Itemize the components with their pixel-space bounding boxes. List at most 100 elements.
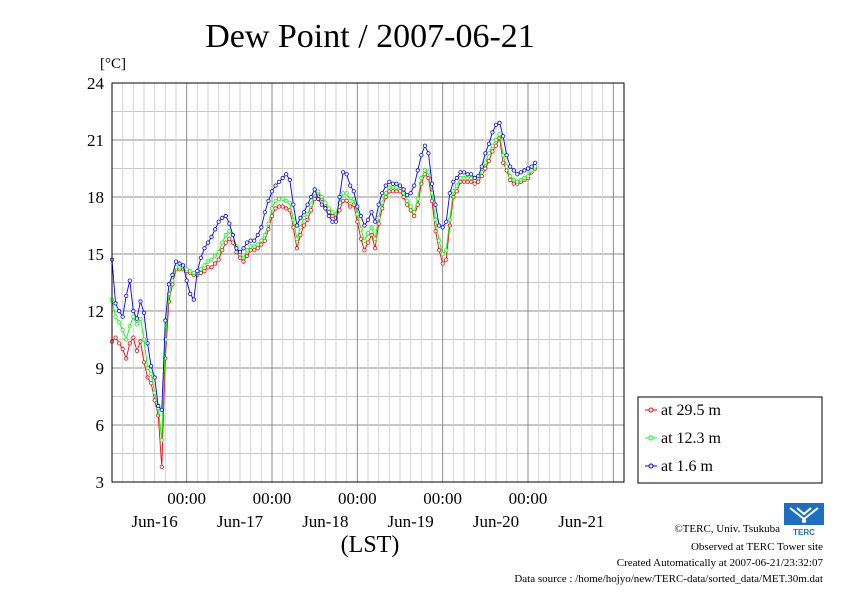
data-point <box>508 164 513 169</box>
data-point <box>437 238 442 243</box>
data-point <box>380 191 385 196</box>
data-point <box>220 215 225 220</box>
data-point <box>237 255 243 260</box>
data-point <box>469 172 474 177</box>
legend-box <box>637 396 823 484</box>
data-point <box>486 158 491 163</box>
data-point <box>323 200 328 205</box>
x-tick-date-label: Jun-21 <box>558 512 604 531</box>
data-point <box>220 240 225 245</box>
data-point <box>333 219 339 224</box>
data-point <box>365 231 371 236</box>
y-axis-ticks: 24 21 18 15 12 9 6 3 <box>87 74 105 492</box>
data-point <box>344 198 349 203</box>
data-point <box>348 198 353 203</box>
data-point <box>294 223 299 228</box>
data-point <box>401 187 406 192</box>
y-tick-label: 12 <box>87 302 104 321</box>
data-point <box>419 153 424 158</box>
data-point <box>166 282 171 287</box>
series-line <box>111 136 536 467</box>
data-point <box>131 308 136 314</box>
data-point <box>461 179 467 184</box>
data-point <box>355 212 360 217</box>
x-tick-time-label: 00:00 <box>253 489 292 508</box>
credit-copyright: ©TERC, Univ. Tsukuba <box>674 523 780 535</box>
data-point <box>358 227 363 232</box>
data-point <box>223 213 228 219</box>
data-point <box>486 141 491 146</box>
data-point <box>188 268 193 274</box>
data-point <box>202 268 207 274</box>
data-point <box>117 320 122 325</box>
data-point <box>511 168 516 173</box>
data-point <box>397 189 403 194</box>
data-point <box>131 314 136 319</box>
data-point <box>205 265 211 270</box>
data-point <box>252 244 257 249</box>
data-point <box>188 291 193 296</box>
data-point <box>501 134 506 139</box>
data-point <box>205 259 211 264</box>
data-point <box>284 198 289 203</box>
data-point <box>362 238 367 243</box>
data-point <box>525 174 531 179</box>
data-point <box>490 130 495 135</box>
x-tick-date-label: Jun-18 <box>302 512 348 531</box>
data-point <box>508 174 513 179</box>
x-axis-label: (LST) <box>341 532 400 558</box>
data-point <box>483 151 488 156</box>
data-point <box>390 189 395 194</box>
data-point <box>380 200 385 205</box>
legend-entry: at 1.6 m <box>645 458 714 475</box>
data-point <box>280 204 285 209</box>
y-tick-label: 18 <box>87 188 104 207</box>
data-point <box>533 160 538 165</box>
data-point <box>515 172 520 177</box>
data-point <box>312 187 317 192</box>
data-point <box>241 259 246 264</box>
data-point <box>319 194 324 200</box>
data-point <box>170 278 175 283</box>
data-point <box>248 238 253 243</box>
data-point <box>298 215 303 220</box>
data-point <box>472 181 477 186</box>
data-point <box>326 206 331 211</box>
data-point <box>134 348 139 353</box>
data-point <box>145 375 150 380</box>
data-point <box>369 225 374 230</box>
data-point <box>294 246 299 251</box>
data-point <box>117 341 122 346</box>
credit-site: Observed at TERC Tower site <box>691 541 823 553</box>
data-point <box>277 196 282 201</box>
data-point <box>529 164 534 169</box>
data-point <box>348 183 353 188</box>
y-tick-label: 3 <box>96 473 105 492</box>
data-point <box>259 225 264 230</box>
data-point <box>437 248 442 253</box>
data-point <box>362 248 367 253</box>
data-point <box>401 191 406 196</box>
data-point <box>429 181 435 186</box>
data-point <box>483 166 488 171</box>
data-point <box>141 337 147 342</box>
data-point <box>127 278 132 283</box>
data-point <box>373 236 378 241</box>
data-point <box>191 270 196 276</box>
x-tick-time-label: 00:00 <box>167 489 206 508</box>
x-tick-date-label: Jun-19 <box>388 512 434 531</box>
data-point <box>344 172 349 177</box>
data-point <box>440 225 445 230</box>
data-point <box>408 191 413 196</box>
data-point <box>397 183 403 188</box>
legend-label: at 1.6 m <box>661 458 714 475</box>
data-point <box>522 175 527 181</box>
data-point <box>415 196 420 201</box>
data-point <box>511 181 516 186</box>
data-point <box>134 322 139 327</box>
data-point <box>198 255 203 260</box>
data-point <box>365 217 371 222</box>
series-1 <box>109 136 538 469</box>
data-point <box>426 151 431 156</box>
data-point <box>465 175 470 181</box>
